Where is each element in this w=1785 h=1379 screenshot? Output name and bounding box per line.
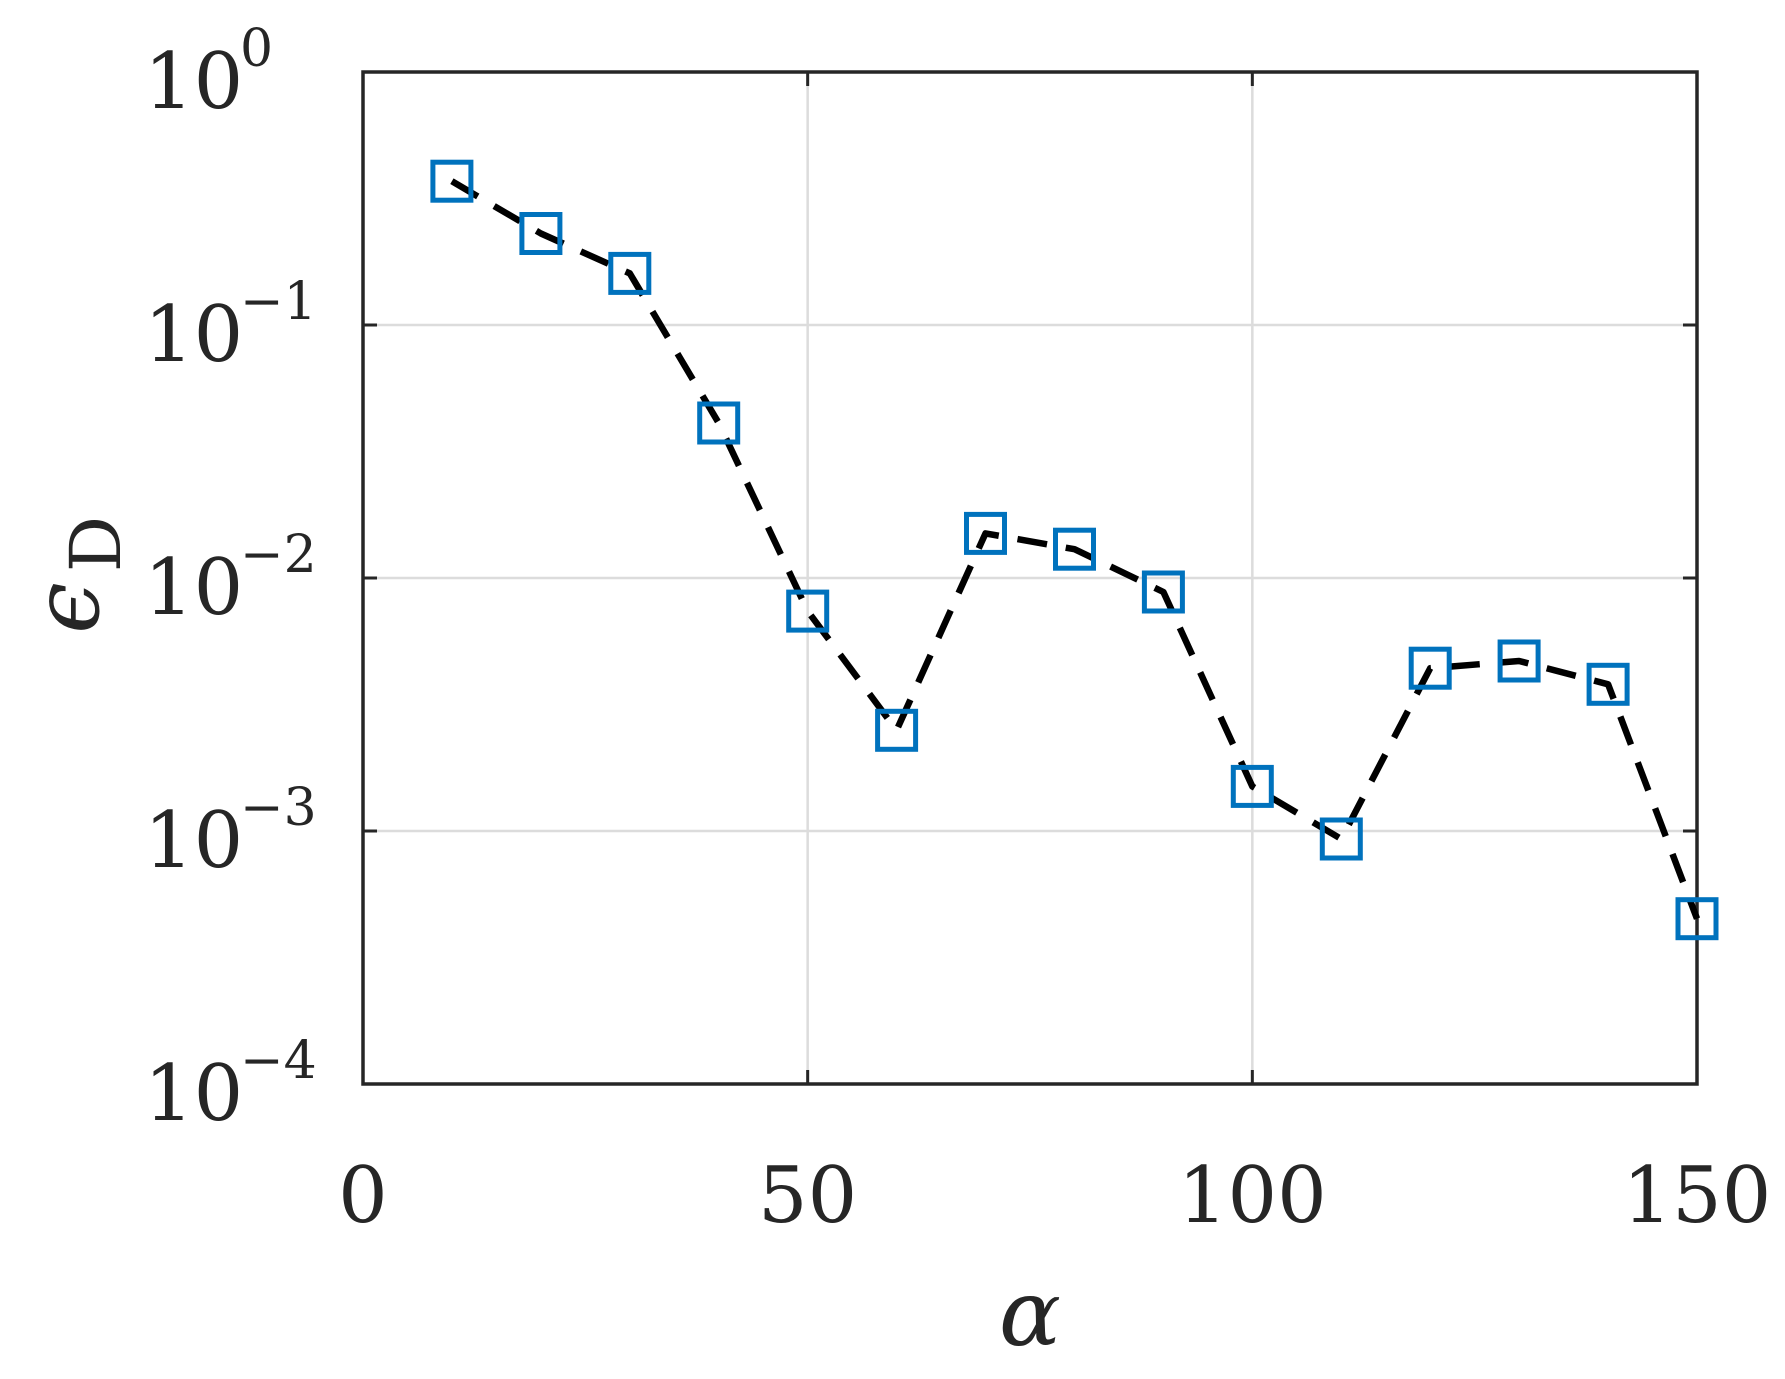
- data-point-marker: [1408, 646, 1452, 690]
- y-tick-label-base: 10: [144, 290, 243, 380]
- data-series: [430, 159, 1719, 941]
- y-tick-label-exponent: 0: [240, 19, 273, 79]
- data-point-marker: [875, 708, 919, 752]
- y-tick-label-base: 10: [144, 543, 243, 633]
- y-axis-title-subscript: D: [55, 516, 137, 572]
- axis-titles: α ϵD: [13, 516, 1061, 1367]
- y-tick-label-base: 10: [144, 1049, 243, 1139]
- y-tick-label-exponent: −1: [240, 272, 317, 332]
- data-point-marker: [1319, 817, 1363, 861]
- data-point-marker: [1230, 764, 1274, 808]
- data-point-marker: [608, 251, 652, 295]
- data-point-marker: [697, 401, 741, 445]
- y-tick-label: 10−1: [144, 272, 317, 380]
- y-tick-label-base: 10: [144, 37, 243, 127]
- x-axis-title: α: [999, 1260, 1061, 1367]
- x-tick-labels: 0 50 100 150: [338, 1151, 1771, 1241]
- data-point-marker: [964, 511, 1007, 555]
- data-point-marker: [519, 212, 563, 255]
- y-tick-label: 10−3: [144, 778, 317, 886]
- x-tick-label: 150: [1623, 1151, 1772, 1241]
- y-tick-label: 10−2: [144, 525, 317, 633]
- y-tick-label-exponent: −2: [240, 525, 317, 585]
- y-tick-label-exponent: −4: [240, 1031, 317, 1091]
- grid: [363, 72, 1697, 1084]
- data-point-marker: [1053, 527, 1096, 571]
- data-point-marker: [1497, 639, 1541, 683]
- y-tick-label-base: 10: [144, 796, 243, 886]
- data-point-marker: [430, 159, 474, 203]
- data-point-marker: [1586, 662, 1630, 706]
- x-tick-label: 50: [758, 1151, 857, 1241]
- x-tick-label: 0: [338, 1151, 388, 1241]
- data-point-marker: [1141, 570, 1185, 614]
- data-point-marker: [786, 589, 830, 633]
- y-tick-label-exponent: −3: [240, 778, 317, 838]
- series-line: [450, 178, 1701, 920]
- plot-frame: [361, 70, 1699, 1086]
- y-tick-label: 100: [144, 19, 273, 127]
- y-tick-label: 10−4: [144, 1031, 317, 1139]
- data-point-marker: [1675, 897, 1719, 941]
- y-axis-title-symbol: ϵ: [13, 582, 120, 634]
- x-tick-label: 100: [1178, 1151, 1327, 1241]
- y-axis-title: ϵD: [13, 516, 137, 634]
